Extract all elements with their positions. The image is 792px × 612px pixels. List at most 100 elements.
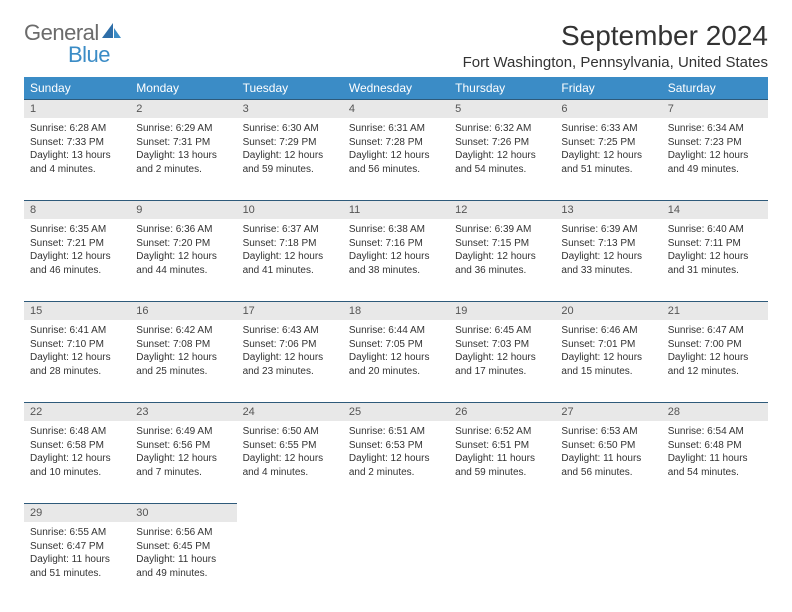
sunset-line: Sunset: 6:53 PM [349,439,443,453]
daylight-line: Daylight: 11 hours and 56 minutes. [561,452,655,479]
sunrise-line: Sunrise: 6:32 AM [455,122,549,136]
day-number: 16 [130,301,236,320]
day-cell: Sunrise: 6:45 AMSunset: 7:03 PMDaylight:… [449,320,555,402]
sunset-line: Sunset: 6:45 PM [136,540,230,554]
daylight-line: Daylight: 11 hours and 49 minutes. [136,553,230,580]
weekday-header: Saturday [662,77,768,99]
day-number: 13 [555,200,661,219]
daylight-line: Daylight: 12 hours and 54 minutes. [455,149,549,176]
day-cell: Sunrise: 6:39 AMSunset: 7:15 PMDaylight:… [449,219,555,301]
sunset-line: Sunset: 7:28 PM [349,136,443,150]
daylight-line: Daylight: 12 hours and 15 minutes. [561,351,655,378]
day-cell: Sunrise: 6:51 AMSunset: 6:53 PMDaylight:… [343,421,449,503]
page-title: September 2024 [463,20,768,52]
daylight-line: Daylight: 12 hours and 33 minutes. [561,250,655,277]
daylight-line: Daylight: 12 hours and 25 minutes. [136,351,230,378]
day-number-empty [449,503,555,522]
page-header: General Blue September 2024 Fort Washing… [24,20,768,71]
day-cell: Sunrise: 6:41 AMSunset: 7:10 PMDaylight:… [24,320,130,402]
sunset-line: Sunset: 6:55 PM [243,439,337,453]
daylight-line: Daylight: 11 hours and 51 minutes. [30,553,124,580]
daylight-line: Daylight: 12 hours and 44 minutes. [136,250,230,277]
weekday-header: Monday [130,77,236,99]
day-number: 5 [449,99,555,118]
day-number: 20 [555,301,661,320]
daylight-line: Daylight: 12 hours and 46 minutes. [30,250,124,277]
day-cell: Sunrise: 6:33 AMSunset: 7:25 PMDaylight:… [555,118,661,200]
sunrise-line: Sunrise: 6:43 AM [243,324,337,338]
day-cell [662,522,768,604]
day-cell: Sunrise: 6:37 AMSunset: 7:18 PMDaylight:… [237,219,343,301]
sunrise-line: Sunrise: 6:31 AM [349,122,443,136]
day-cell: Sunrise: 6:38 AMSunset: 7:16 PMDaylight:… [343,219,449,301]
day-cell: Sunrise: 6:52 AMSunset: 6:51 PMDaylight:… [449,421,555,503]
weekday-header: Sunday [24,77,130,99]
sunset-line: Sunset: 7:18 PM [243,237,337,251]
sunrise-line: Sunrise: 6:39 AM [561,223,655,237]
day-number: 1 [24,99,130,118]
day-cell: Sunrise: 6:49 AMSunset: 6:56 PMDaylight:… [130,421,236,503]
daylight-line: Daylight: 12 hours and 41 minutes. [243,250,337,277]
day-cell: Sunrise: 6:46 AMSunset: 7:01 PMDaylight:… [555,320,661,402]
sunset-line: Sunset: 7:33 PM [30,136,124,150]
daylight-line: Daylight: 11 hours and 54 minutes. [668,452,762,479]
day-number: 27 [555,402,661,421]
daylight-line: Daylight: 12 hours and 59 minutes. [243,149,337,176]
day-cell: Sunrise: 6:43 AMSunset: 7:06 PMDaylight:… [237,320,343,402]
daylight-line: Daylight: 12 hours and 7 minutes. [136,452,230,479]
day-number: 9 [130,200,236,219]
weekday-header: Tuesday [237,77,343,99]
sunrise-line: Sunrise: 6:55 AM [30,526,124,540]
sunset-line: Sunset: 7:01 PM [561,338,655,352]
daylight-line: Daylight: 12 hours and 10 minutes. [30,452,124,479]
day-cell: Sunrise: 6:39 AMSunset: 7:13 PMDaylight:… [555,219,661,301]
day-cell: Sunrise: 6:53 AMSunset: 6:50 PMDaylight:… [555,421,661,503]
location-label: Fort Washington, Pennsylvania, United St… [463,54,768,71]
day-number: 29 [24,503,130,522]
sunrise-line: Sunrise: 6:33 AM [561,122,655,136]
sunset-line: Sunset: 7:16 PM [349,237,443,251]
weekday-header: Friday [555,77,661,99]
sunset-line: Sunset: 7:03 PM [455,338,549,352]
day-cell: Sunrise: 6:56 AMSunset: 6:45 PMDaylight:… [130,522,236,604]
day-cell: Sunrise: 6:32 AMSunset: 7:26 PMDaylight:… [449,118,555,200]
day-number: 7 [662,99,768,118]
daylight-line: Daylight: 12 hours and 2 minutes. [349,452,443,479]
sunset-line: Sunset: 7:13 PM [561,237,655,251]
day-number: 22 [24,402,130,421]
day-number: 24 [237,402,343,421]
sunset-line: Sunset: 7:15 PM [455,237,549,251]
sunrise-line: Sunrise: 6:38 AM [349,223,443,237]
daylight-line: Daylight: 13 hours and 2 minutes. [136,149,230,176]
logo: General Blue [24,20,123,68]
day-number: 15 [24,301,130,320]
sunrise-line: Sunrise: 6:39 AM [455,223,549,237]
weekday-header-row: SundayMondayTuesdayWednesdayThursdayFrid… [24,77,768,99]
weekday-header: Wednesday [343,77,449,99]
sunrise-line: Sunrise: 6:47 AM [668,324,762,338]
day-number: 10 [237,200,343,219]
sunrise-line: Sunrise: 6:46 AM [561,324,655,338]
daylight-line: Daylight: 12 hours and 20 minutes. [349,351,443,378]
day-number: 19 [449,301,555,320]
day-cell: Sunrise: 6:40 AMSunset: 7:11 PMDaylight:… [662,219,768,301]
day-number: 18 [343,301,449,320]
sunset-line: Sunset: 7:05 PM [349,338,443,352]
sunset-line: Sunset: 7:00 PM [668,338,762,352]
daylight-line: Daylight: 11 hours and 59 minutes. [455,452,549,479]
day-cell [237,522,343,604]
logo-text: General Blue [24,20,123,68]
day-number: 30 [130,503,236,522]
day-cell [449,522,555,604]
sunset-line: Sunset: 6:51 PM [455,439,549,453]
sunrise-line: Sunrise: 6:56 AM [136,526,230,540]
daylight-line: Daylight: 12 hours and 31 minutes. [668,250,762,277]
day-cell: Sunrise: 6:30 AMSunset: 7:29 PMDaylight:… [237,118,343,200]
sunset-line: Sunset: 7:21 PM [30,237,124,251]
sunrise-line: Sunrise: 6:50 AM [243,425,337,439]
day-number: 28 [662,402,768,421]
daylight-line: Daylight: 12 hours and 51 minutes. [561,149,655,176]
daylight-line: Daylight: 12 hours and 28 minutes. [30,351,124,378]
day-cell [343,522,449,604]
day-cell: Sunrise: 6:50 AMSunset: 6:55 PMDaylight:… [237,421,343,503]
